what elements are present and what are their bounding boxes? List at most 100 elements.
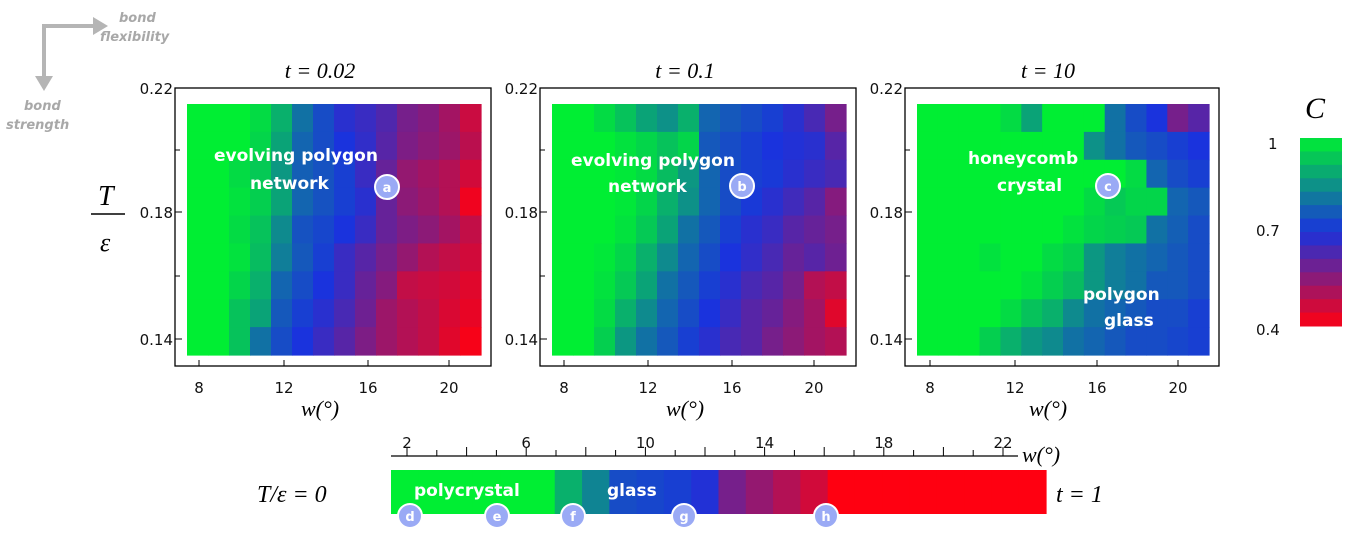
heatmap-cell xyxy=(937,215,960,245)
panel-title: t = 0.1 xyxy=(655,58,714,83)
heatmap-cell xyxy=(958,104,981,133)
heatmap-cell xyxy=(979,187,1002,217)
heatmap-cell xyxy=(804,327,826,356)
heatmap-cell xyxy=(1125,131,1148,161)
heatmap-cell xyxy=(762,104,784,133)
heatmap-cell xyxy=(678,327,700,356)
x-tick-label: 8 xyxy=(194,379,204,397)
heatmap-cell xyxy=(1104,131,1127,161)
badge-h: h xyxy=(813,503,839,529)
heatmap-cell xyxy=(313,327,335,356)
heatmap-cell xyxy=(292,271,314,300)
heatmap-cell xyxy=(439,243,461,272)
heatmap-cell xyxy=(397,215,419,245)
heatmap-cell xyxy=(229,104,251,133)
guide-down-label-1: bond xyxy=(24,99,61,114)
heatmap-cell xyxy=(979,159,1002,189)
strip-right-label: t = 1 xyxy=(1056,482,1103,508)
heatmap-cell xyxy=(1146,299,1168,328)
heatmap-cell xyxy=(825,159,847,189)
heatmap-cell xyxy=(917,131,939,161)
heatmap-cell xyxy=(917,104,939,133)
heatmap-cell xyxy=(699,271,721,300)
heatmap-cell xyxy=(1083,131,1106,161)
heatmap-cell xyxy=(418,243,440,272)
heatmap-cell xyxy=(573,243,595,272)
badge-c-label: c xyxy=(1104,180,1112,195)
y-tick-label: 0.18 xyxy=(870,204,903,222)
heatmap-cell xyxy=(355,104,377,133)
heatmap-cell xyxy=(1042,271,1064,300)
heatmap-cell xyxy=(313,159,335,189)
heatmap-cell xyxy=(825,243,847,272)
heatmap-cell xyxy=(1188,215,1210,245)
strip-tick-label: 18 xyxy=(874,434,893,452)
heatmap-cell xyxy=(552,159,574,189)
heatmap-cell xyxy=(699,215,721,245)
heatmap-cell xyxy=(1104,215,1127,245)
heatmap-cell xyxy=(720,215,742,245)
badge-a-label: a xyxy=(383,181,392,196)
heatmap-cell xyxy=(762,159,784,189)
badge-f-label: f xyxy=(570,510,576,525)
heatmap-cell xyxy=(1000,159,1022,189)
heatmap-cell xyxy=(804,104,826,133)
heatmap-cell xyxy=(678,299,700,328)
heatmap-cell xyxy=(1000,215,1022,245)
heatmap-cell xyxy=(741,131,763,161)
colorbar-cell xyxy=(1300,164,1342,179)
heatmap-cell xyxy=(1063,327,1085,356)
heatmap-cell xyxy=(783,187,805,217)
colorbar-cell xyxy=(1300,178,1342,193)
heatmap-cell xyxy=(657,187,679,217)
heatmap-cell xyxy=(573,215,595,245)
heatmap-cell xyxy=(460,215,482,245)
heatmap-cell xyxy=(1125,215,1148,245)
x-tick-label: 20 xyxy=(439,379,458,397)
heatmap-cell xyxy=(292,327,314,356)
heatmap-cell xyxy=(271,215,293,245)
heatmap-cell xyxy=(1063,271,1085,300)
heatmap-cell xyxy=(594,299,616,328)
heatmap-cell xyxy=(1083,104,1106,133)
heatmap-cell xyxy=(460,271,482,300)
heatmap-cell xyxy=(699,327,721,356)
heatmap-cell xyxy=(1104,271,1127,300)
y-tick-label: 0.14 xyxy=(140,331,173,349)
heatmap-cell xyxy=(937,271,960,300)
y-label-numerator: T xyxy=(98,181,116,212)
heatmap-cell xyxy=(1042,159,1064,189)
heatmap-cell xyxy=(1188,187,1210,217)
heatmap-cell xyxy=(937,131,960,161)
heatmap-cell xyxy=(334,215,356,245)
strip-polycrystal-label: polycrystal xyxy=(414,481,520,501)
heatmap-cell xyxy=(439,104,461,133)
heatmap-cell xyxy=(720,271,742,300)
strip-cell xyxy=(609,470,638,514)
colorbar-cells xyxy=(1300,138,1342,327)
heatmap-cell xyxy=(1083,327,1106,356)
badge-b: b xyxy=(729,173,755,199)
heatmap-cell xyxy=(187,243,209,272)
heatmap-cell xyxy=(1042,327,1064,356)
colorbar-cell xyxy=(1300,285,1342,300)
heatmap-cell xyxy=(1083,299,1106,328)
heatmap-cell xyxy=(958,327,981,356)
heatmap-cell xyxy=(1000,299,1022,328)
heatmap-cell xyxy=(208,215,230,245)
heatmap-cell xyxy=(187,327,209,356)
heatmap-cell xyxy=(208,104,230,133)
heatmap-cell xyxy=(1167,271,1189,300)
heatmap-cell xyxy=(825,327,847,356)
heatmap-cell xyxy=(825,215,847,245)
heatmap-cell xyxy=(741,215,763,245)
heatmap-cell xyxy=(1000,327,1022,356)
heatmap-cell xyxy=(1146,215,1168,245)
heatmap-cell xyxy=(937,104,960,133)
x-tick-label: 16 xyxy=(722,379,741,397)
heatmap-cell xyxy=(460,299,482,328)
heatmap-cell xyxy=(917,243,939,272)
heatmap-cell xyxy=(657,327,679,356)
heatmap-cell xyxy=(355,299,377,328)
